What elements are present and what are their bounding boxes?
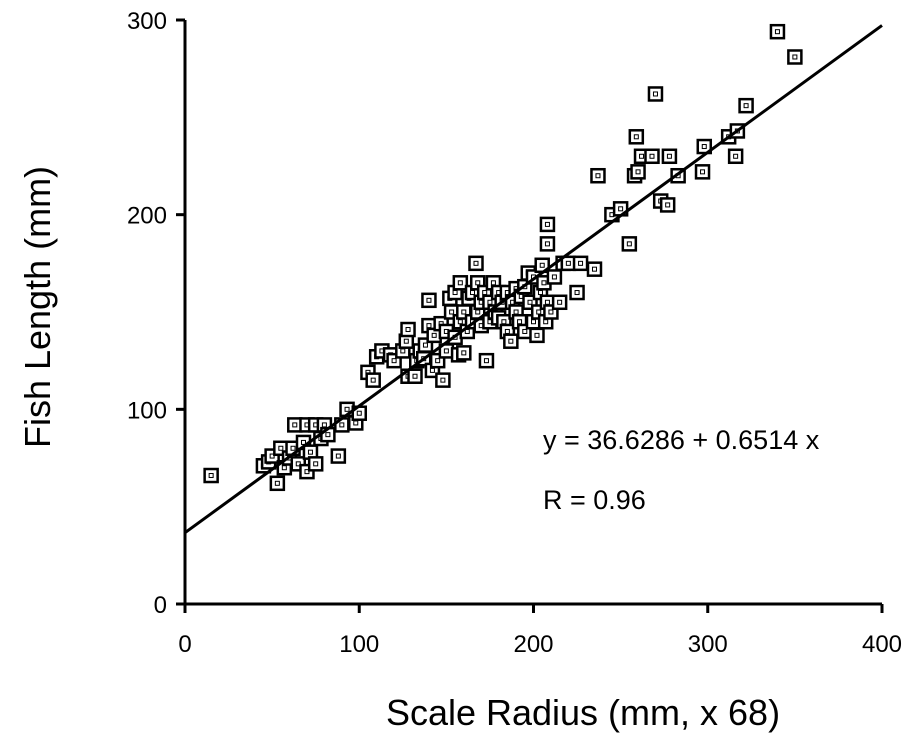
data-point: [539, 216, 556, 233]
x-tick-label: 400: [862, 631, 902, 658]
data-point: [452, 275, 469, 291]
y-tick-label: 300: [127, 8, 167, 35]
data-point: [586, 261, 603, 277]
data-point: [456, 345, 472, 361]
correlation-coefficient: R = 0.96: [543, 485, 646, 515]
x-axis-title: Scale Radius (mm, x 68): [386, 692, 780, 733]
data-point: [694, 164, 711, 180]
data-point: [569, 284, 585, 301]
data-point: [398, 333, 415, 349]
data-point: [572, 255, 589, 272]
data-point: [503, 333, 519, 349]
data-point: [421, 292, 437, 309]
data-point: [551, 294, 568, 311]
data-point: [203, 467, 219, 484]
data-point: [661, 148, 678, 165]
y-tick-label: 0: [154, 592, 167, 619]
data-point: [630, 164, 646, 180]
data-point: [407, 368, 423, 384]
data-point: [435, 372, 451, 388]
data-point: [330, 448, 347, 464]
data-point: [400, 321, 416, 338]
x-tick-label: 100: [339, 631, 379, 658]
data-point: [365, 372, 381, 388]
data-point: [468, 255, 484, 272]
data-point: [478, 352, 495, 369]
data-point: [738, 97, 754, 114]
x-tick-label: 0: [178, 631, 191, 658]
data-point: [539, 236, 556, 252]
data-point: [727, 148, 744, 165]
regression-equation: y = 36.6286 + 0.6514 x: [543, 425, 820, 455]
data-point: [644, 148, 660, 165]
data-point: [647, 86, 664, 102]
data-point: [621, 236, 638, 252]
data-point: [628, 129, 645, 145]
data-point: [787, 49, 803, 65]
data-point: [546, 269, 563, 285]
data-point: [590, 167, 606, 184]
y-axis-title: Fish Length (mm): [17, 166, 58, 448]
data-point: [307, 456, 324, 472]
x-tick-label: 300: [688, 631, 728, 658]
regression-line: [184, 24, 883, 534]
data-point: [659, 197, 676, 213]
data-point: [769, 23, 786, 40]
data-point: [269, 475, 286, 492]
y-tick-label: 200: [127, 203, 167, 230]
y-tick-label: 100: [127, 397, 167, 424]
x-tick-label: 200: [513, 631, 553, 658]
data-point: [529, 327, 545, 344]
